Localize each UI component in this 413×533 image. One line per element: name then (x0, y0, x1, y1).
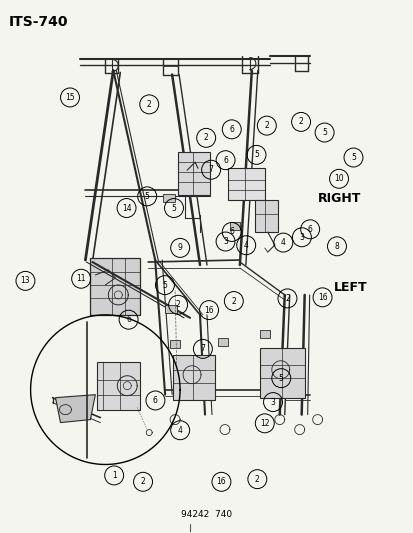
Text: 6: 6 (223, 156, 228, 165)
Text: 5: 5 (254, 150, 258, 159)
Polygon shape (228, 168, 264, 200)
Text: 16: 16 (317, 293, 327, 302)
Text: 2: 2 (231, 296, 236, 305)
Text: 4: 4 (280, 238, 285, 247)
Text: 7: 7 (200, 344, 205, 353)
Text: 5: 5 (321, 128, 326, 137)
Text: 6: 6 (307, 225, 312, 234)
Text: 2: 2 (254, 475, 259, 483)
Text: 2: 2 (175, 300, 180, 309)
Text: ITS-740: ITS-740 (9, 15, 68, 29)
Polygon shape (163, 194, 175, 202)
Text: 4: 4 (243, 241, 248, 250)
Text: RIGHT: RIGHT (317, 192, 360, 205)
Text: 16: 16 (204, 305, 214, 314)
Text: 2: 2 (285, 294, 289, 303)
Text: 5: 5 (162, 280, 167, 289)
Polygon shape (217, 338, 228, 346)
Text: 2: 2 (298, 117, 303, 126)
Polygon shape (259, 330, 269, 338)
Polygon shape (97, 362, 140, 410)
Text: 6: 6 (153, 396, 157, 405)
Text: 5: 5 (278, 374, 283, 383)
Text: 3: 3 (299, 233, 304, 242)
Text: 9: 9 (177, 244, 182, 253)
Text: 3: 3 (270, 398, 275, 407)
Text: 7: 7 (208, 165, 213, 174)
Text: 1: 1 (112, 471, 116, 480)
Text: 8: 8 (334, 242, 339, 251)
Text: 13: 13 (21, 276, 30, 285)
Text: 15: 15 (65, 93, 75, 102)
Text: 6: 6 (229, 228, 234, 237)
Text: 12: 12 (259, 419, 269, 428)
Text: 5: 5 (350, 153, 355, 162)
Polygon shape (178, 152, 209, 195)
Text: 94242  740: 94242 740 (181, 510, 232, 519)
Text: 5: 5 (145, 192, 149, 201)
Polygon shape (229, 222, 239, 230)
Text: 16: 16 (216, 478, 226, 486)
Text: 6: 6 (126, 315, 131, 324)
Text: 6: 6 (229, 125, 234, 134)
Polygon shape (165, 305, 177, 313)
Text: 14: 14 (121, 204, 131, 213)
Text: 5: 5 (171, 204, 176, 213)
Text: 4: 4 (177, 426, 182, 435)
Polygon shape (90, 258, 140, 315)
Polygon shape (259, 348, 304, 398)
Polygon shape (55, 394, 95, 423)
Text: 2: 2 (264, 121, 268, 130)
Polygon shape (254, 200, 277, 232)
Text: 2: 2 (147, 100, 151, 109)
Text: 2: 2 (140, 478, 145, 486)
Polygon shape (170, 340, 180, 348)
Text: LEFT: LEFT (333, 281, 366, 294)
Text: 11: 11 (76, 274, 85, 283)
Text: 3: 3 (223, 237, 228, 246)
Text: 10: 10 (333, 174, 343, 183)
Text: 2: 2 (203, 133, 208, 142)
Polygon shape (173, 355, 214, 400)
